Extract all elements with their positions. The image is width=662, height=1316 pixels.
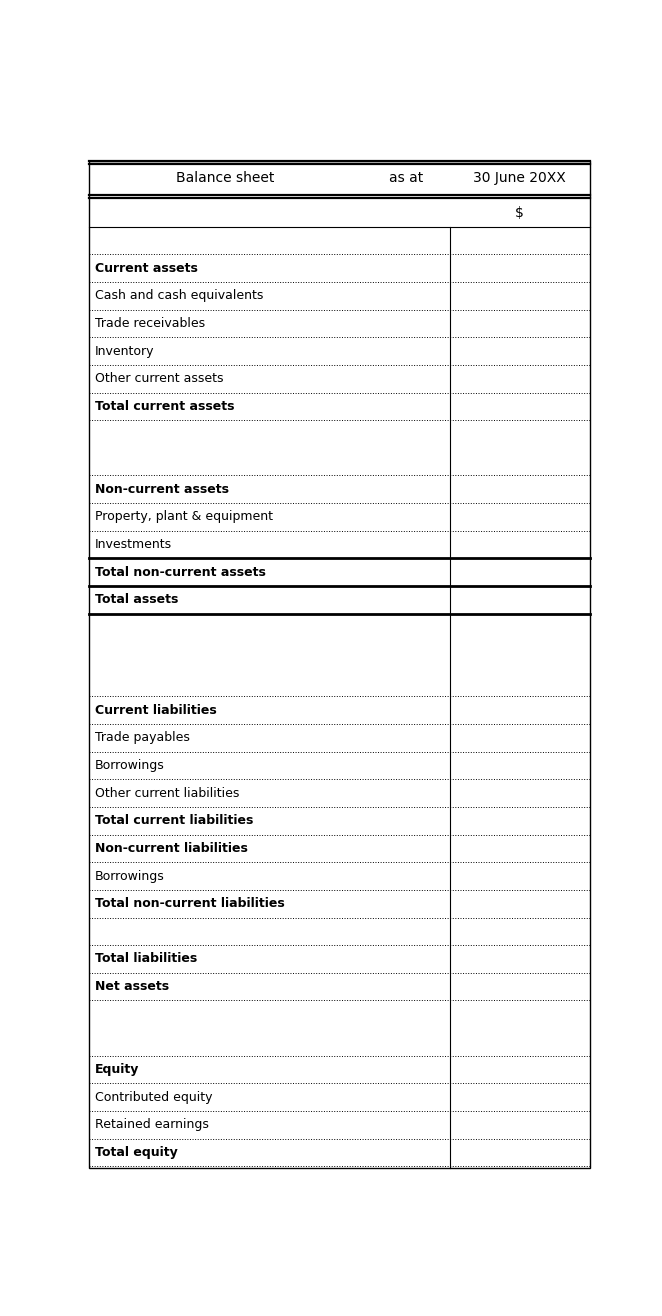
Text: Total current assets: Total current assets: [95, 400, 234, 413]
Text: Other current liabilities: Other current liabilities: [95, 787, 240, 800]
Text: Non-current liabilities: Non-current liabilities: [95, 842, 248, 855]
Text: Borrowings: Borrowings: [95, 870, 165, 883]
Text: Other current assets: Other current assets: [95, 372, 224, 386]
Text: Net assets: Net assets: [95, 980, 169, 994]
Text: Non-current assets: Non-current assets: [95, 483, 229, 496]
Text: Property, plant & equipment: Property, plant & equipment: [95, 511, 273, 524]
Text: Cash and cash equivalents: Cash and cash equivalents: [95, 290, 263, 303]
Text: Total assets: Total assets: [95, 594, 179, 607]
Text: Investments: Investments: [95, 538, 172, 551]
Text: Total equity: Total equity: [95, 1146, 178, 1159]
Text: Current assets: Current assets: [95, 262, 198, 275]
Text: Borrowings: Borrowings: [95, 759, 165, 772]
Text: Total non-current liabilities: Total non-current liabilities: [95, 898, 285, 911]
Text: Total liabilities: Total liabilities: [95, 953, 197, 966]
Text: $: $: [515, 205, 524, 220]
Text: Contributed equity: Contributed equity: [95, 1091, 213, 1104]
Text: 30 June 20XX: 30 June 20XX: [473, 171, 566, 186]
Text: Retained earnings: Retained earnings: [95, 1119, 209, 1132]
Text: Trade receivables: Trade receivables: [95, 317, 205, 330]
Text: as at: as at: [389, 171, 423, 186]
Text: Equity: Equity: [95, 1063, 140, 1076]
Text: Current liabilities: Current liabilities: [95, 704, 217, 717]
Text: Total non-current assets: Total non-current assets: [95, 566, 266, 579]
Text: Total current liabilities: Total current liabilities: [95, 815, 254, 828]
Text: Inventory: Inventory: [95, 345, 154, 358]
Text: Balance sheet: Balance sheet: [177, 171, 275, 186]
Text: Trade payables: Trade payables: [95, 732, 190, 745]
